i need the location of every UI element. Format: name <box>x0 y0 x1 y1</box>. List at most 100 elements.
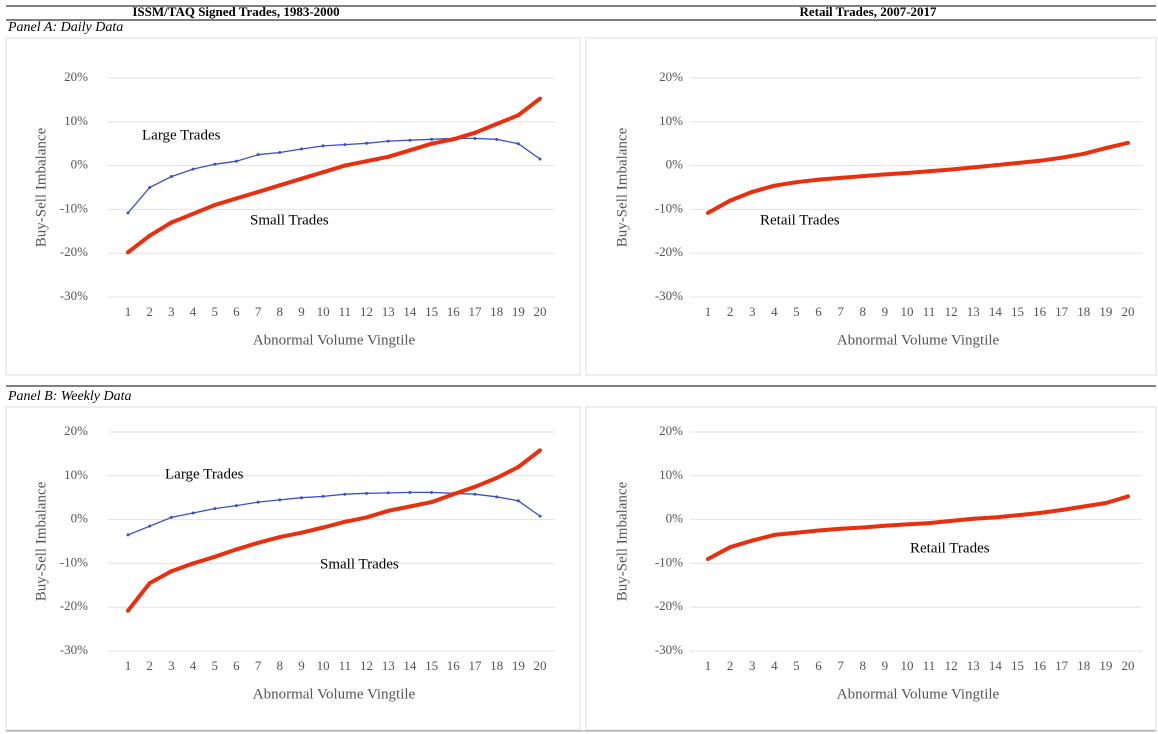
data-point <box>386 139 390 143</box>
data-point <box>277 535 282 540</box>
data-point <box>407 148 412 153</box>
data-point <box>1103 146 1108 151</box>
data-point <box>365 141 369 145</box>
x-tick-label: 13 <box>967 658 980 673</box>
panel-label: Panel B: Weekly Data <box>7 389 132 404</box>
y-tick-label: -20% <box>60 244 88 259</box>
y-tick-label: -20% <box>60 598 88 613</box>
x-tick-label: 9 <box>882 658 889 673</box>
data-point <box>364 515 369 520</box>
x-tick-label: 10 <box>317 658 330 673</box>
chart-frame <box>5 406 581 731</box>
data-point <box>213 507 217 511</box>
data-point <box>321 494 325 498</box>
x-tick-label: 1 <box>125 658 132 673</box>
y-tick-label: 10% <box>659 467 683 482</box>
data-point <box>538 96 542 101</box>
x-tick-label: 19 <box>512 658 525 673</box>
x-tick-label: 12 <box>945 304 958 319</box>
x-tick-label: 12 <box>360 304 373 319</box>
series-label: Small Trades <box>250 212 329 228</box>
data-point <box>971 165 976 170</box>
data-point <box>256 189 261 194</box>
x-tick-label: 1 <box>705 658 712 673</box>
data-point <box>169 515 173 519</box>
data-point <box>430 137 434 141</box>
x-tick-label: 12 <box>360 658 373 673</box>
data-point <box>1081 504 1086 509</box>
data-point <box>191 167 195 171</box>
x-tick-label: 6 <box>815 658 822 673</box>
data-point <box>429 500 434 505</box>
data-point <box>364 159 369 164</box>
y-tick-label: -10% <box>655 554 683 569</box>
y-tick-label: -30% <box>655 288 683 303</box>
x-axis-title: Abnormal Volume Vingtile <box>253 332 416 348</box>
y-tick-label: -30% <box>60 642 88 657</box>
x-tick-label: 16 <box>1033 658 1047 673</box>
y-tick-label: 0% <box>666 157 684 172</box>
x-tick-label: 4 <box>190 304 197 319</box>
x-tick-label: 18 <box>1077 304 1090 319</box>
x-tick-label: 14 <box>403 658 417 673</box>
data-point <box>365 491 369 495</box>
series-label: Retail Trades <box>760 212 840 228</box>
series-line <box>707 140 1129 215</box>
x-axis-title: Abnormal Volume Vingtile <box>837 332 1000 348</box>
data-point <box>299 530 304 535</box>
x-tick-label: 17 <box>1055 658 1069 673</box>
x-tick-label: 9 <box>882 304 889 319</box>
y-tick-label: 10% <box>659 113 683 128</box>
data-point <box>343 492 347 496</box>
data-point <box>429 141 434 146</box>
data-point <box>949 518 954 523</box>
x-tick-label: 7 <box>255 304 262 319</box>
x-tick-label: 8 <box>277 304 284 319</box>
x-tick-label: 2 <box>727 304 734 319</box>
data-point <box>927 169 932 174</box>
x-tick-label: 16 <box>447 658 461 673</box>
x-tick-label: 16 <box>1033 304 1047 319</box>
y-tick-label: 10% <box>64 467 88 482</box>
data-point <box>407 504 412 509</box>
x-tick-label: 15 <box>425 304 438 319</box>
data-point <box>147 233 152 238</box>
data-point <box>538 448 542 453</box>
data-point <box>882 172 887 177</box>
x-tick-label: 3 <box>749 658 756 673</box>
series-label: Large Trades <box>142 127 221 143</box>
x-tick-label: 8 <box>859 304 866 319</box>
data-point <box>148 524 152 528</box>
x-axis-title: Abnormal Volume Vingtile <box>837 686 1000 702</box>
data-point <box>148 186 152 189</box>
data-point <box>1126 494 1130 499</box>
data-point <box>794 530 799 535</box>
data-point <box>494 475 499 480</box>
x-tick-label: 13 <box>382 304 395 319</box>
y-tick-label: 0% <box>71 157 89 172</box>
x-tick-label: 16 <box>447 304 461 319</box>
x-tick-label: 3 <box>168 304 175 319</box>
column-header: Retail Trades, 2007-2017 <box>799 4 937 19</box>
data-point <box>860 174 865 179</box>
data-point <box>816 177 821 182</box>
x-tick-label: 4 <box>771 304 778 319</box>
x-tick-label: 7 <box>255 658 262 673</box>
x-tick-label: 9 <box>298 304 305 319</box>
data-point <box>126 533 130 537</box>
x-tick-label: 11 <box>923 304 936 319</box>
y-tick-label: -20% <box>655 598 683 613</box>
chart-frame <box>585 37 1157 376</box>
data-point <box>1015 513 1020 518</box>
data-point <box>904 171 909 176</box>
data-point <box>495 495 499 499</box>
data-point <box>386 508 391 513</box>
x-tick-label: 5 <box>793 658 800 673</box>
data-point <box>516 113 521 118</box>
data-point <box>234 504 238 508</box>
x-tick-label: 14 <box>403 304 417 319</box>
data-point <box>342 163 347 168</box>
x-tick-label: 2 <box>146 304 153 319</box>
data-point <box>1059 507 1064 512</box>
